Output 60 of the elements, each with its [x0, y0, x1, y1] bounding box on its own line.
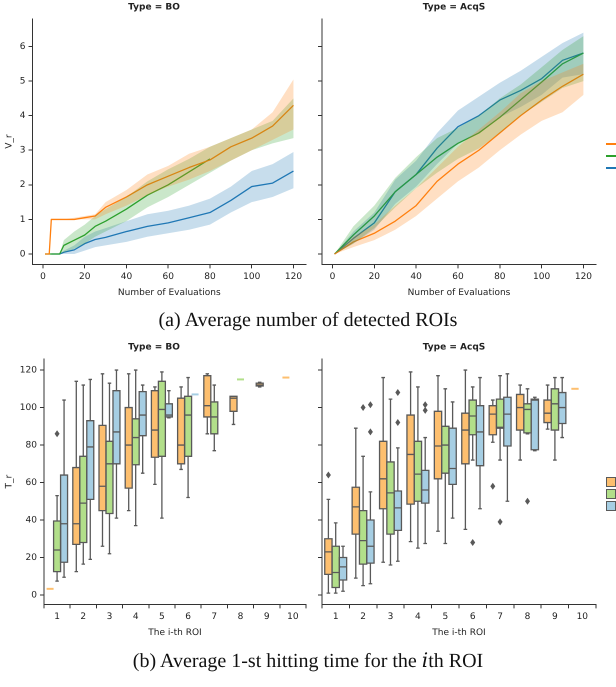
x-tick-label: 100 — [533, 272, 550, 282]
y-tick-label: 40 — [26, 515, 38, 526]
x-tick-label: 5 — [159, 612, 165, 622]
x-tick-label: 1 — [332, 612, 339, 622]
x-tick-label: 60 — [452, 272, 464, 282]
x-tick-label: 120 — [284, 272, 302, 282]
y-tick-label: 2 — [20, 180, 26, 190]
x-axis-title: The i-th ROI — [431, 628, 486, 638]
text: (a) Average number of detected ROIs — [158, 308, 458, 332]
x-tick-label: 10 — [287, 612, 299, 622]
x-tick-label: 10 — [576, 612, 588, 622]
chart-title: Type = BO — [128, 342, 180, 353]
x-tick-label: 60 — [162, 272, 174, 282]
x-tick-label: 9 — [264, 612, 270, 622]
x-tick-label: 7 — [211, 612, 218, 622]
x-tick-label: 20 — [368, 272, 380, 282]
y-tick-label: 1 — [20, 214, 26, 225]
chart-title: Type = AcqS — [422, 2, 486, 13]
y-tick-label: 100 — [20, 402, 38, 413]
y-tick-label: 80 — [26, 440, 38, 450]
x-axis-title: The i-th ROI — [147, 628, 202, 638]
x-tick-label: 100 — [243, 272, 261, 282]
x-tick-label: 40 — [120, 272, 132, 282]
text: (b) Average 1-st hitting time for the 𝑖th ROI — [132, 648, 484, 672]
x-tick-label: 8 — [238, 612, 244, 622]
x-tick-label: 3 — [106, 612, 112, 622]
x-tick-label: 1 — [54, 612, 60, 622]
x-tick-label: 2 — [80, 612, 86, 622]
x-tick-label: 7 — [497, 612, 503, 622]
x-tick-label: 120 — [574, 272, 592, 282]
y-tick-label: 0 — [31, 590, 38, 600]
x-tick-label: 0 — [330, 272, 336, 282]
chart-title: Type = BO — [128, 2, 180, 13]
y-tick-label: 60 — [26, 478, 38, 488]
x-axis-title: Number of Evaluations — [118, 288, 221, 298]
x-tick-label: 6 — [470, 612, 476, 622]
y-axis-title: T_r — [4, 474, 15, 490]
y-tick-label: 6 — [20, 42, 26, 52]
y-tick-label: 0 — [20, 249, 26, 260]
y-tick-label: 5 — [20, 76, 26, 86]
y-tick-label: 4 — [20, 111, 26, 121]
x-tick-label: 6 — [185, 612, 192, 622]
x-tick-label: 3 — [388, 612, 394, 622]
x-tick-label: 80 — [494, 272, 506, 282]
y-tick-label: 20 — [26, 552, 38, 563]
x-tick-label: 8 — [524, 612, 531, 622]
x-tick-label: 80 — [204, 272, 216, 282]
x-tick-label: 4 — [132, 612, 139, 622]
x-axis-title: Number of Evaluations — [408, 288, 511, 298]
x-tick-label: 20 — [78, 272, 91, 282]
x-tick-label: 0 — [40, 272, 46, 282]
x-tick-label: 5 — [442, 612, 448, 622]
x-tick-label: 9 — [552, 612, 558, 622]
x-tick-label: 4 — [415, 612, 422, 622]
x-tick-label: 40 — [410, 272, 422, 282]
chart-title: Type = AcqS — [422, 342, 486, 353]
x-tick-label: 2 — [360, 612, 366, 622]
y-axis-title: V_r — [4, 134, 15, 149]
y-tick-label: 3 — [20, 146, 26, 156]
y-tick-label: 120 — [20, 365, 38, 376]
